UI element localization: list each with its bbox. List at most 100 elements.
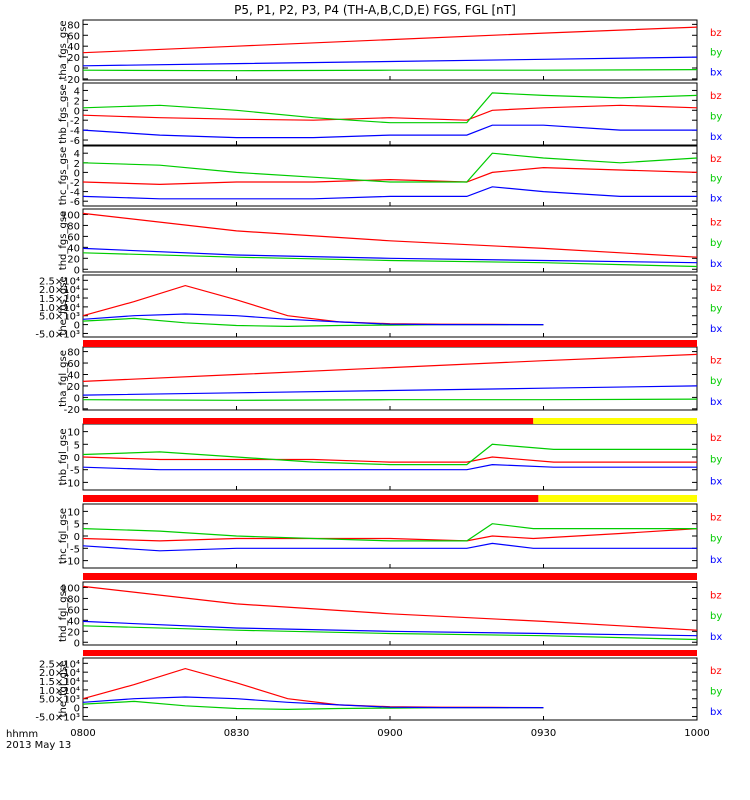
series-line-bx — [82, 385, 698, 396]
legend-bx: bx — [710, 397, 722, 408]
series-line-by — [82, 523, 697, 542]
time-tick-label: 0900 — [377, 728, 402, 739]
legend-bx: bx — [710, 259, 722, 270]
legend-bx: bx — [710, 476, 722, 487]
y-tick-label: 0 — [74, 532, 80, 543]
y-tick-label: 20 — [67, 382, 80, 393]
mode-bar — [83, 340, 697, 347]
series-line-bx — [82, 620, 698, 637]
legend-by: by — [710, 455, 722, 466]
y-tick-label: -10 — [64, 478, 80, 489]
y-tick-label: 0 — [74, 393, 80, 404]
y-tick-label: 40 — [67, 42, 80, 53]
mode-bar — [83, 418, 697, 424]
mode-bar-segment — [83, 573, 697, 580]
series-line-bz — [82, 104, 698, 121]
legend-bz: bz — [710, 433, 722, 444]
legend-by: by — [710, 112, 722, 123]
series-line-bz — [82, 667, 544, 709]
y-tick-label: 0 — [74, 64, 80, 75]
series-line-bz — [82, 26, 698, 54]
series-line-by — [82, 398, 698, 401]
time-axis: 0800 0830 0900 0930 1000 — [70, 716, 710, 739]
series-line-bz — [82, 585, 698, 631]
date-label: 2013 May 13 — [6, 740, 71, 751]
mode-bar-segment — [83, 650, 697, 656]
series-line-bx — [82, 542, 697, 552]
series-line-bz — [82, 284, 544, 326]
legend-bx: bx — [710, 193, 722, 204]
legend-by: by — [710, 611, 722, 622]
y-axis-label: the_fgs_gse — [58, 276, 69, 335]
y-axis-label: thb_fgs_gse — [58, 84, 69, 143]
series-line-bz — [82, 212, 698, 258]
legend-bx: bx — [710, 707, 722, 718]
y-tick-label: 0 — [74, 168, 80, 179]
y-tick-label: 5.0×10³ — [39, 312, 80, 323]
y-tick-label: -4 — [70, 188, 80, 199]
y-tick-label: -6 — [70, 197, 80, 208]
legend-by: by — [710, 238, 722, 249]
y-tick-label: -5 — [70, 544, 80, 555]
y-tick-label: 40 — [67, 370, 80, 381]
series-line-by — [82, 625, 698, 641]
legend-bz: bz — [710, 91, 722, 102]
y-tick-label: 20 — [67, 254, 80, 265]
legend-by: by — [710, 687, 722, 698]
y-tick-label: -4 — [70, 126, 80, 137]
mode-bar-segment — [83, 418, 534, 424]
y-tick-label: 2 — [74, 159, 80, 170]
y-tick-label: 60 — [67, 31, 80, 42]
legend-bz: bz — [710, 28, 722, 39]
y-tick-label: 5 — [74, 440, 80, 451]
series-line-bx — [82, 124, 697, 139]
series-line-by — [82, 252, 698, 268]
y-tick-label: -5 — [70, 466, 80, 477]
legend-bx: bx — [710, 132, 722, 143]
y-tick-label: 4 — [74, 149, 80, 160]
y-tick-label: 5.0×10³ — [39, 695, 80, 706]
y-tick-label: 60 — [67, 232, 80, 243]
y-tick-label: -6 — [70, 136, 80, 147]
legend-bz: bz — [710, 355, 722, 366]
y-tick-label: 0 — [74, 638, 80, 649]
panel-frame — [82, 423, 698, 491]
y-tick-label: -20 — [64, 405, 80, 416]
y-axis-label: tha_fgl_gse — [58, 350, 69, 407]
y-axis-label: thb_fgl_gse — [58, 429, 69, 486]
y-tick-label: -5.0×10³ — [35, 329, 80, 340]
legend-by: by — [710, 174, 722, 185]
series-line-bz — [82, 456, 697, 463]
series-line-bz — [82, 528, 698, 542]
y-tick-label: 0 — [74, 453, 80, 464]
series-line-bx — [82, 56, 698, 67]
legend-by: by — [710, 48, 722, 59]
series-line-by — [82, 700, 544, 711]
mode-bar-segment — [533, 418, 697, 424]
y-axis-label: thc_fgl_gse — [58, 508, 69, 564]
y-tick-label: 0 — [74, 704, 80, 715]
y-tick-label: 20 — [67, 53, 80, 64]
y-tick-label: 1.0×10⁴ — [39, 303, 80, 314]
y-tick-label: 1.5×10⁴ — [39, 677, 80, 688]
y-tick-label: 100 — [61, 210, 80, 221]
series-line-bx — [82, 247, 698, 264]
y-axis-label: thd_fgl_gse — [58, 585, 69, 642]
y-tick-label: 2.0×10⁴ — [39, 668, 80, 679]
y-tick-label: 2.5×10⁴ — [39, 276, 80, 287]
y-tick-label: 10 — [67, 428, 80, 439]
legend-by: by — [710, 304, 722, 315]
y-tick-label: -2 — [70, 116, 80, 127]
y-axis-label: the_fgl_gse — [58, 661, 69, 718]
mode-bar — [83, 495, 697, 502]
y-axis-label: tha_fgs_gse — [58, 20, 69, 79]
y-tick-label: 80 — [67, 221, 80, 232]
y-tick-label: 5 — [74, 520, 80, 531]
mode-bar-segment — [83, 340, 697, 347]
